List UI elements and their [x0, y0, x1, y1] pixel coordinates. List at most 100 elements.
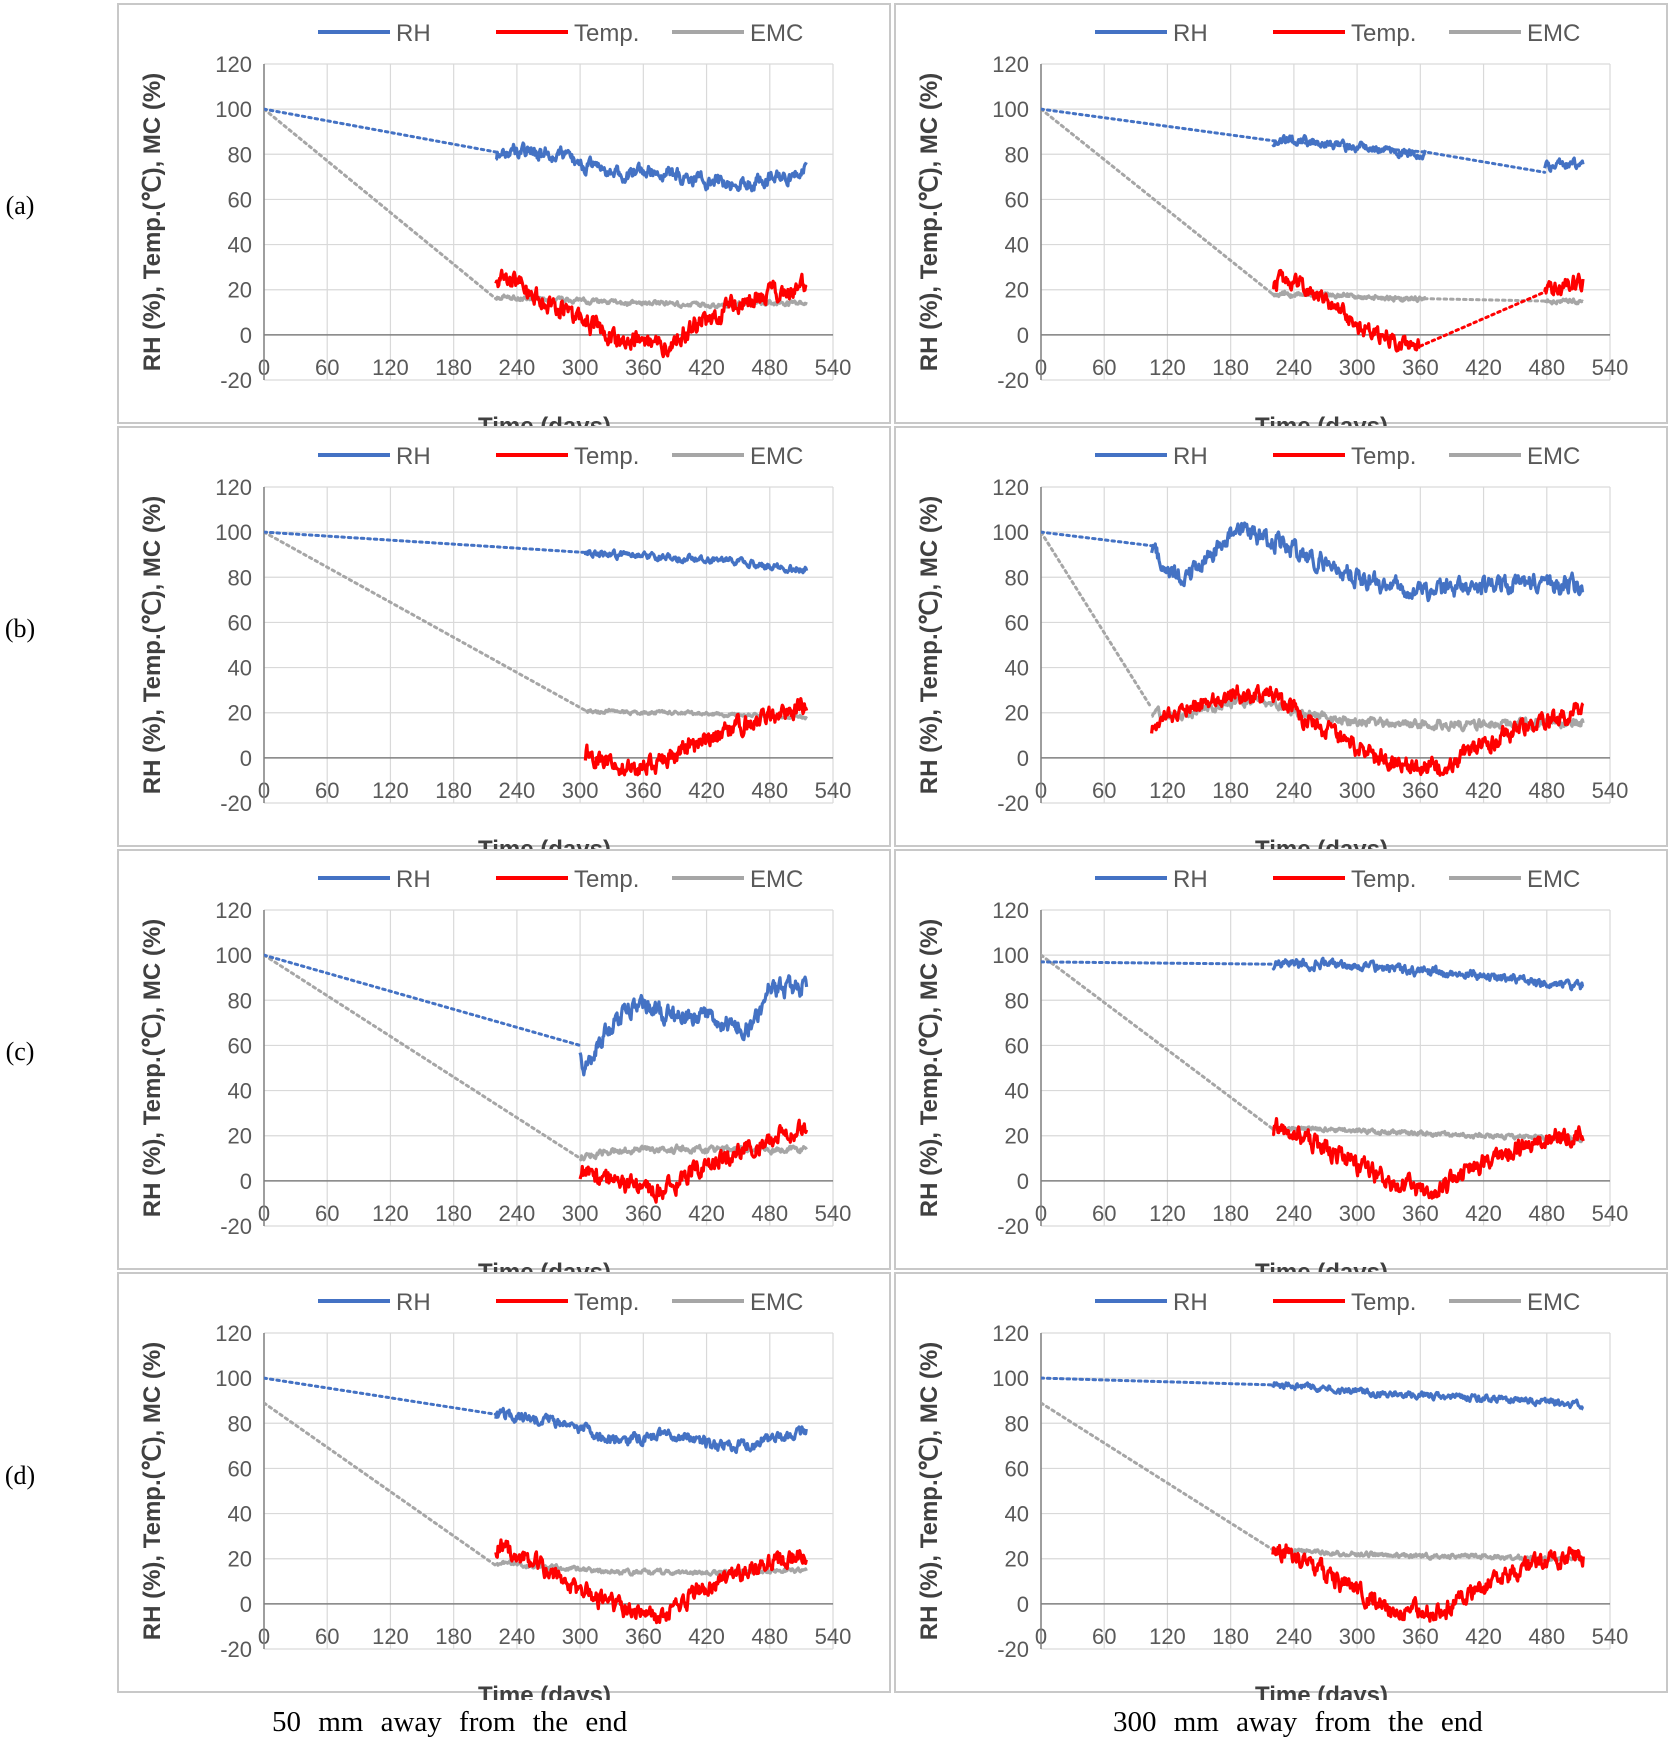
chart-panel-d-300mm: 0 60 120 180 240 300 360 420 480 540-200204060801… [894, 1272, 1668, 1700]
legend-label: Temp. [574, 866, 639, 893]
panel-frame [117, 426, 891, 847]
legend-label: RH [1173, 866, 1208, 893]
y-tick-label: 0 [240, 1169, 252, 1194]
legend-entry-emc: EMC [672, 866, 803, 893]
series-emc-interpolated-line [1041, 953, 1275, 1131]
y-tick-label: 0 [1017, 1169, 1029, 1194]
y-tick-label: 20 [228, 701, 252, 726]
legend-label: RH [396, 1289, 431, 1316]
x-tick-label: 60 [315, 355, 339, 380]
panel-frame [894, 3, 1668, 424]
y-tick-label: 120 [215, 1321, 252, 1346]
x-tick-label: 300 [1339, 778, 1376, 803]
y-tick-label: 40 [228, 1079, 252, 1104]
x-tick-label: 180 [1212, 355, 1249, 380]
y-tick-label: 0 [240, 746, 252, 771]
series-rh-measured-line [1271, 134, 1427, 161]
x-tick-label: 240 [499, 355, 536, 380]
y-tick-label: 120 [215, 52, 252, 77]
y-tick-label: 40 [228, 656, 252, 681]
y-tick-label: 20 [228, 278, 252, 303]
y-axis-title: RH (%), Temp.(℃), MC (%) [916, 496, 943, 794]
panel-frame [894, 426, 1668, 847]
data-layer [1041, 107, 1585, 353]
legend-label: RH [1173, 20, 1208, 47]
series-emc-interpolated-line [264, 107, 498, 301]
series-temp-measured-line [1150, 684, 1585, 777]
data-layer [1041, 521, 1585, 777]
series-rh-measured-line [1271, 956, 1585, 992]
y-tick-label: -20 [220, 1637, 252, 1662]
row-label-c: (c) [5, 1037, 35, 1066]
legend-label: EMC [1527, 1289, 1580, 1316]
legend-label: Temp. [574, 443, 639, 470]
y-tick-label: 120 [215, 475, 252, 500]
x-tick-label: 480 [1528, 355, 1565, 380]
legend-entry-rh: RH [318, 1289, 431, 1316]
legend-entry-rh: RH [318, 866, 431, 893]
y-tick-label: 20 [228, 1124, 252, 1149]
series-temp-measured-line [583, 697, 809, 777]
series-temp-measured-line [578, 1118, 809, 1204]
y-tick-label: 100 [992, 97, 1029, 122]
x-tick-label: 360 [1402, 355, 1439, 380]
legend-entry-temp: Temp. [496, 1289, 639, 1316]
legend-entry-rh: RH [1095, 443, 1208, 470]
y-tick-label: 20 [228, 1547, 252, 1572]
y-tick-label: 100 [215, 1366, 252, 1391]
x-tick-label: 360 [1402, 1624, 1439, 1649]
y-tick-label: 60 [1005, 187, 1029, 212]
y-tick-label: 120 [992, 1321, 1029, 1346]
x-tick-label: 540 [1592, 355, 1629, 380]
y-tick-label: 120 [992, 898, 1029, 923]
series-emc-interpolated-line [1041, 530, 1154, 710]
row-label-a: (a) [5, 191, 35, 220]
series-rh-interpolated-line [264, 530, 587, 554]
x-tick-label: 180 [1212, 1201, 1249, 1226]
series-rh-measured-line [494, 1406, 808, 1454]
x-tick-label: 420 [688, 1624, 725, 1649]
legend-label: EMC [750, 1289, 803, 1316]
series-emc-measured-line [1543, 297, 1584, 306]
x-tick-label: 480 [751, 1201, 788, 1226]
legend-entry-emc: EMC [1449, 866, 1580, 893]
x-tick-label: 300 [1339, 355, 1376, 380]
y-tick-label: 80 [1005, 142, 1029, 167]
series-emc-measured-line [1271, 1125, 1585, 1144]
legend-label: RH [396, 20, 431, 47]
x-tick-label: 180 [435, 778, 472, 803]
y-axis-title: RH (%), Temp.(℃), MC (%) [916, 73, 943, 371]
x-axis-title: Time (days) [478, 1682, 611, 1700]
y-tick-label: -20 [997, 368, 1029, 393]
x-tick-label: 480 [1528, 1624, 1565, 1649]
x-tick-label: 240 [1276, 355, 1313, 380]
y-tick-label: 100 [992, 1366, 1029, 1391]
x-tick-label: 480 [1528, 778, 1565, 803]
y-tick-label: 80 [228, 565, 252, 590]
legend-entry-rh: RH [318, 443, 431, 470]
legend-label: RH [396, 443, 431, 470]
x-tick-label: 480 [1528, 1201, 1565, 1226]
legend-label: EMC [750, 443, 803, 470]
panel-frame [894, 1272, 1668, 1693]
y-tick-label: -20 [220, 791, 252, 816]
legend-label: Temp. [1351, 443, 1416, 470]
x-tick-label: 240 [499, 1624, 536, 1649]
x-tick-label: 240 [1276, 778, 1313, 803]
legend-entry-emc: EMC [1449, 20, 1580, 47]
series-rh-interpolated-line [264, 1376, 498, 1416]
x-tick-label: 240 [1276, 1624, 1313, 1649]
x-tick-label: 300 [562, 1624, 599, 1649]
x-tick-label: 540 [815, 778, 852, 803]
x-tick-label: 120 [372, 778, 409, 803]
series-rh-interpolated-line [1041, 960, 1275, 966]
y-tick-label: 60 [228, 187, 252, 212]
y-tick-label: 80 [228, 1411, 252, 1436]
series-emc-interpolated-line [264, 530, 587, 712]
y-tick-label: 60 [228, 610, 252, 635]
x-tick-label: 300 [1339, 1201, 1376, 1226]
legend-entry-temp: Temp. [1273, 1289, 1416, 1316]
y-tick-label: 20 [1005, 278, 1029, 303]
chart-panel-a-300mm: 0 60 120 180 240 300 360 420 480 540-200204060801… [894, 3, 1668, 440]
series-rh-measured-line [578, 974, 809, 1077]
